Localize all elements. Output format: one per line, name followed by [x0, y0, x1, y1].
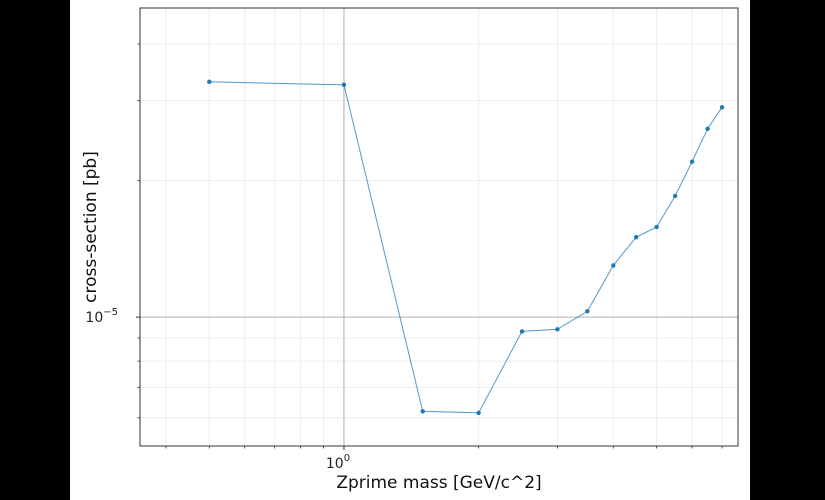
data-point [672, 193, 678, 199]
data-point [420, 409, 425, 414]
data-point [654, 224, 659, 230]
axis-ticks [136, 43, 723, 450]
data-point [341, 82, 347, 88]
data-point [689, 159, 695, 164]
data-points [207, 79, 725, 416]
chart-figure: 100 10−5 Zprime mass [GeV/c^2] cross-sect… [70, 0, 750, 500]
data-point [633, 235, 639, 240]
data-point [555, 327, 560, 332]
plot-area-frame [139, 7, 739, 447]
data-point [585, 309, 590, 314]
chart-svg: 100 10−5 Zprime mass [GeV/c^2] cross-sect… [81, 7, 739, 493]
major-grid [140, 8, 738, 446]
y-axis-label: cross-section [pb] [81, 151, 101, 303]
data-point [207, 79, 212, 85]
data-point [611, 263, 616, 268]
minor-grid [140, 8, 738, 446]
x-tick-label: 100 [326, 453, 350, 472]
data-point [719, 105, 725, 110]
x-axis-label: Zprime mass [GeV/c^2] [336, 473, 541, 493]
tick-labels: 100 10−5 [85, 307, 350, 472]
series-line [209, 81, 723, 414]
data-point [519, 329, 525, 334]
data-point [705, 126, 710, 132]
y-tick-label: 10−5 [85, 307, 118, 326]
data-point [476, 410, 481, 416]
